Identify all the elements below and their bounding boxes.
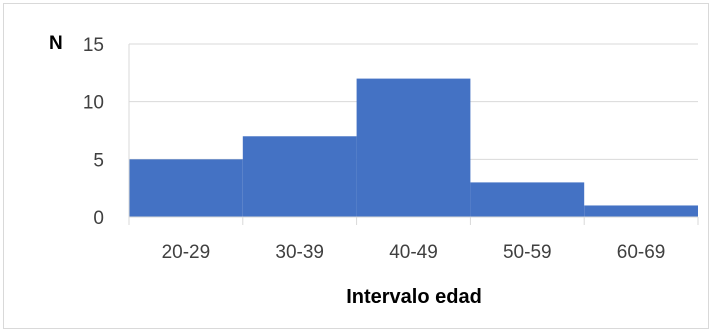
y-tick-label: 15 [83,35,104,56]
x-tick-labels: 20-29 30-39 40-49 50-59 60-69 [162,242,666,263]
x-tick-label: 30-39 [275,242,324,263]
y-tick-label: 5 [93,150,104,171]
axes [128,44,699,225]
x-axis-label: Intervalo edad [346,286,482,308]
bars [129,78,698,217]
bar-60-69 [584,205,698,217]
bar-50-59 [470,182,585,217]
x-tick-label: 40-49 [389,242,438,263]
x-tick-label: 20-29 [162,242,211,263]
y-tick-label: 0 [93,208,104,229]
x-tick-label: 60-69 [617,242,666,263]
y-tick-labels: 0 5 10 15 [83,35,104,229]
bar-40-49 [356,78,471,217]
bar-30-39 [242,136,357,217]
y-tick-label: 10 [83,93,104,114]
x-tick-label: 50-59 [503,242,552,263]
y-axis-label: N [49,33,63,54]
bar-20-29 [129,159,243,217]
